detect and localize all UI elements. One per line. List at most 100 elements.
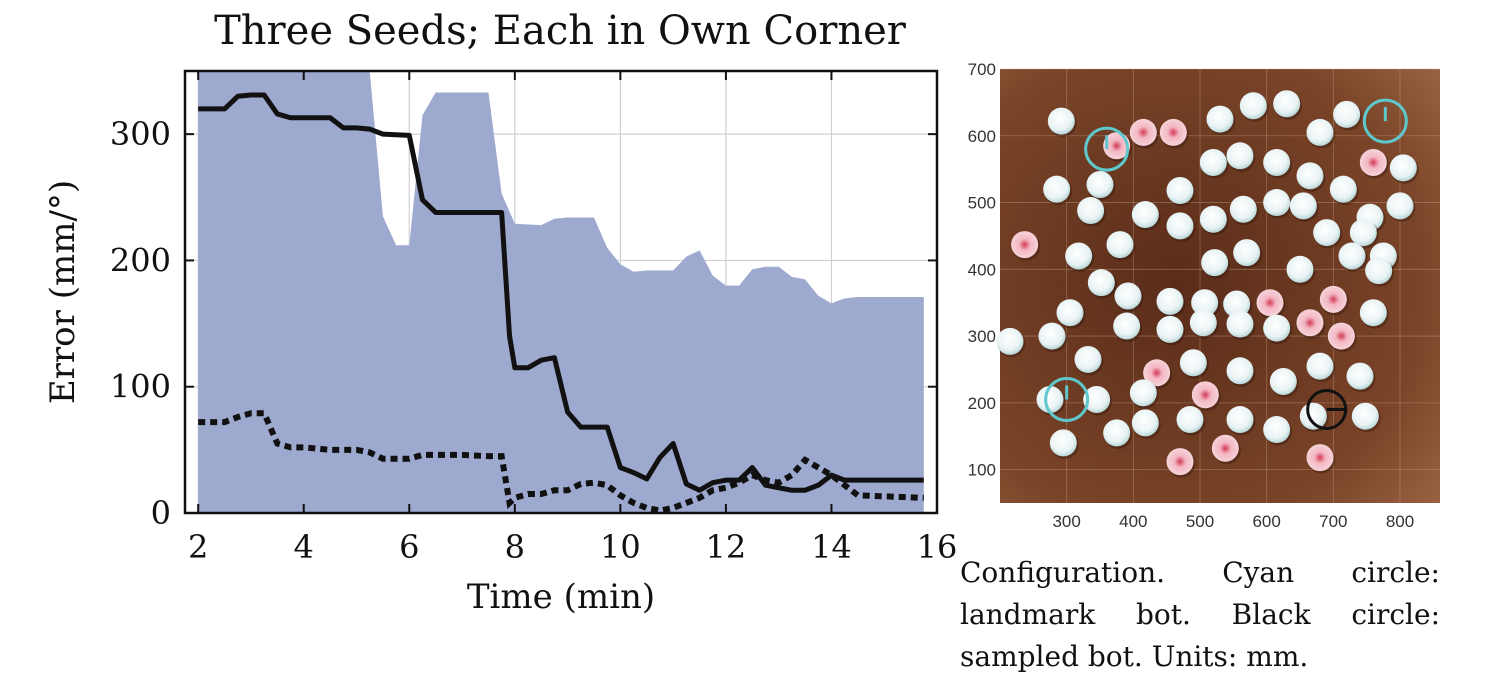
bot	[1273, 90, 1301, 118]
bot	[1223, 290, 1251, 318]
configuration-scatter: 300 400 500 600 700 800 100 200 300 400 500 600 700	[968, 60, 1440, 531]
bot	[1269, 367, 1297, 395]
landmark-circle	[1044, 377, 1090, 423]
bots	[996, 90, 1419, 478]
bot-tinted	[1359, 148, 1387, 176]
bot	[1176, 406, 1204, 434]
arena-y-tick-label: 400	[968, 260, 996, 279]
bot	[1306, 118, 1334, 146]
x-axis-label: Time (min)	[467, 577, 655, 617]
bot	[1038, 322, 1066, 350]
bot	[1313, 219, 1341, 247]
x-tick-label: 6	[399, 528, 419, 566]
x-tick-label: 12	[706, 528, 747, 566]
highlight-circles	[1044, 98, 1408, 431]
bot	[1179, 349, 1207, 377]
bot	[1077, 197, 1105, 225]
arena-grid	[1000, 68, 1440, 503]
bot	[1226, 357, 1254, 385]
bot	[1074, 345, 1102, 373]
bot	[1036, 386, 1064, 414]
bot	[1349, 219, 1377, 247]
bot	[1286, 255, 1314, 283]
bot	[1338, 242, 1366, 270]
bot	[1166, 212, 1194, 240]
error-line-chart: Three Seeds; Each in Own Corner 2 4 6 8 10 12…	[43, 8, 957, 617]
bot	[1365, 257, 1393, 285]
plot-frame	[183, 69, 939, 515]
bot	[1047, 107, 1075, 135]
bot	[1049, 429, 1077, 457]
x-tick-label: 10	[600, 528, 641, 566]
bot	[1299, 402, 1327, 430]
bot	[1129, 379, 1157, 407]
bot-tinted	[1143, 359, 1171, 387]
bot	[1191, 289, 1219, 317]
bot	[1189, 309, 1217, 337]
bot	[1306, 352, 1334, 380]
bot	[1333, 100, 1361, 128]
error-band-area	[198, 71, 924, 513]
arena-axis-ticks: 300 400 500 600 700 800 100 200 300 400 500 600 700	[968, 60, 1415, 531]
bot-tinted	[1319, 285, 1347, 313]
bot	[1351, 402, 1379, 430]
bot-tinted	[1129, 118, 1157, 146]
bot	[1289, 192, 1317, 220]
bot	[1156, 287, 1184, 315]
bot	[1114, 282, 1142, 310]
x-tick-label: 4	[294, 528, 314, 566]
bot	[1229, 195, 1257, 223]
bot-tinted	[1211, 434, 1239, 462]
bot	[1201, 249, 1229, 277]
bot	[1056, 299, 1084, 327]
y-axis-label: Error (mm/°)	[43, 180, 83, 404]
caption-line-2: landmark bot. Black circle:	[960, 598, 1440, 631]
arena-x-tick-label: 300	[1052, 512, 1080, 531]
x-tick-label: 14	[811, 528, 852, 566]
bot	[1113, 312, 1141, 340]
bot	[1043, 175, 1071, 203]
bot	[1131, 409, 1159, 437]
figure-caption: Configuration. Cyan circle: landmark bot…	[960, 552, 1440, 678]
bot	[1226, 310, 1254, 338]
caption-line-1: Configuration. Cyan circle:	[960, 556, 1440, 589]
series-line-dotted	[198, 410, 924, 514]
arena-x-tick-label: 800	[1386, 512, 1414, 531]
arena-x-tick-label: 400	[1119, 512, 1147, 531]
bot	[1386, 192, 1414, 220]
bot	[1206, 105, 1234, 133]
bot	[1131, 201, 1159, 229]
bot-tinted	[1011, 231, 1039, 259]
bot	[1359, 299, 1387, 327]
axis-ticks: 2 4 6 8 10 12 14 16 0 100 200 300	[110, 71, 957, 566]
arena-y-tick-label: 600	[968, 127, 996, 146]
bot	[1166, 177, 1194, 205]
y-tick-label: 100	[110, 368, 171, 406]
y-tick-label: 200	[110, 241, 171, 279]
arena-y-tick-label: 200	[968, 394, 996, 413]
y-tick-label: 0	[151, 494, 171, 532]
bot	[1226, 406, 1254, 434]
arena-y-tick-label: 100	[968, 461, 996, 480]
arena-x-tick-label: 600	[1252, 512, 1280, 531]
bot	[1263, 314, 1291, 342]
arena-y-tick-label: 700	[968, 60, 996, 79]
bot-tinted	[1159, 118, 1187, 146]
bot	[1263, 416, 1291, 444]
bot	[1263, 148, 1291, 176]
bot	[1263, 189, 1291, 217]
bot	[1065, 242, 1093, 270]
bot-tinted	[1166, 448, 1194, 476]
bot-tinted	[1296, 309, 1324, 337]
bot	[1389, 154, 1417, 182]
bot-tinted	[1306, 444, 1334, 472]
bot	[1086, 171, 1114, 199]
bot	[1233, 239, 1261, 267]
bot	[1156, 315, 1184, 343]
bot-tinted	[1256, 289, 1284, 317]
arena-x-tick-label: 500	[1186, 512, 1214, 531]
bot	[1083, 386, 1111, 414]
bot	[1329, 175, 1357, 203]
series-line-solid	[198, 92, 924, 493]
x-tick-label: 2	[188, 528, 208, 566]
